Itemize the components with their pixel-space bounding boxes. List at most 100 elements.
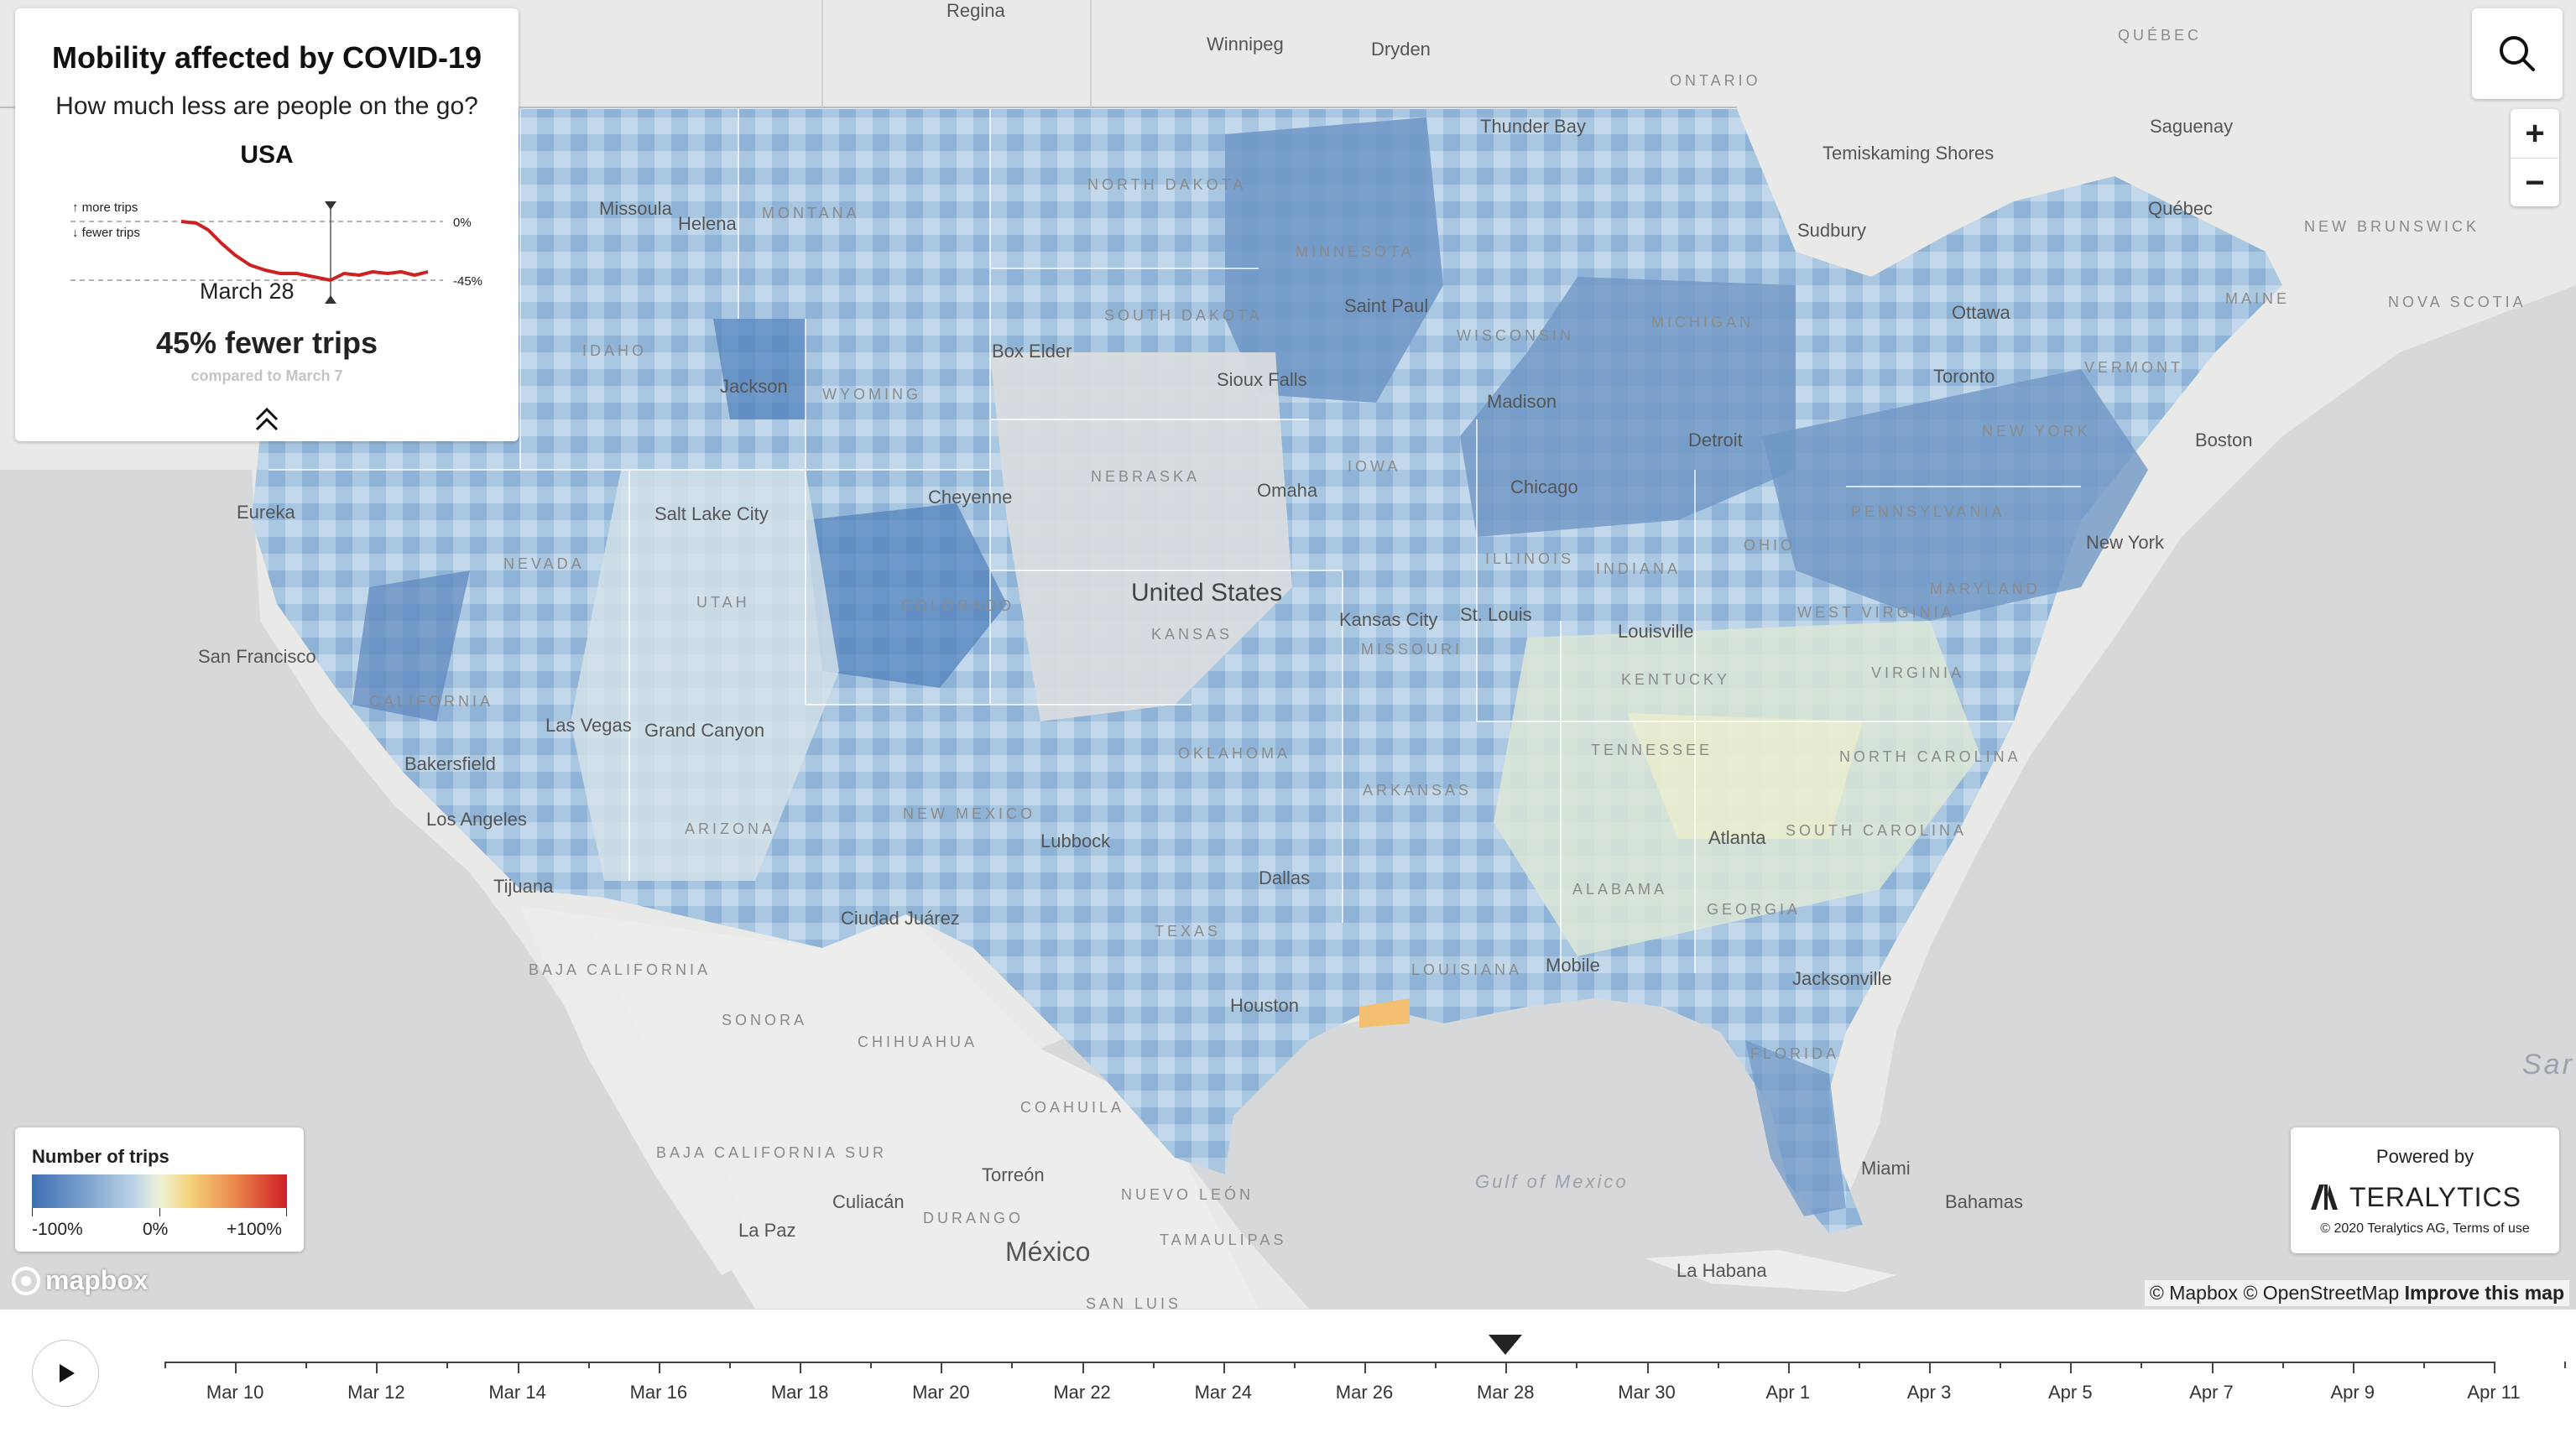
state-label: FLORIDA: [1750, 1045, 1840, 1062]
timeline-tick-label[interactable]: Mar 18: [770, 1382, 829, 1403]
state-label: VERMONT: [2084, 359, 2183, 376]
timeline-major-tick: [2211, 1362, 2214, 1373]
state-label: INDIANA: [1596, 560, 1682, 577]
state-label: ONTARIO: [1670, 72, 1761, 89]
timeline-tick-label[interactable]: Mar 10: [206, 1382, 264, 1403]
pacific-ocean: [0, 470, 755, 1309]
timeline-minor-tick: [2422, 1362, 2425, 1368]
mapbox-logo[interactable]: mapbox: [12, 1265, 149, 1296]
state-label: QUÉBEC: [2118, 27, 2203, 44]
state-label: MISSOURI: [1361, 641, 1463, 658]
search-button[interactable]: [2472, 8, 2563, 99]
timeline-minor-tick: [2141, 1362, 2143, 1368]
timeline-tick-label[interactable]: Mar 16: [629, 1382, 688, 1403]
timeline-tick-label[interactable]: Mar 20: [912, 1382, 970, 1403]
state-label: KENTUCKY: [1621, 671, 1731, 688]
city-label: Mobile: [1546, 955, 1600, 976]
gulf-atlantic-water: [1040, 285, 2576, 1309]
copyright-link[interactable]: © 2020 Teralytics AG, Terms of use: [2320, 1221, 2530, 1236]
city-label: Québec: [2148, 198, 2214, 219]
timeline-axis[interactable]: [164, 1362, 2494, 1363]
city-label: Regina: [946, 0, 1005, 21]
city-label: Temiskaming Shores: [1822, 143, 1995, 164]
brand-name: TERALYTICS: [2349, 1182, 2521, 1212]
play-button[interactable]: [32, 1340, 99, 1407]
timeline-tick-label[interactable]: Apr 11: [2467, 1382, 2521, 1403]
state-label: MINNESOTA: [1296, 243, 1415, 260]
legend-tick-max: [286, 1208, 287, 1216]
city-label: Louisville: [1618, 621, 1694, 642]
state-label: IDAHO: [582, 342, 648, 359]
mapbox-attribution-link[interactable]: © Mapbox: [2149, 1282, 2239, 1304]
timeline-major-tick: [658, 1362, 660, 1373]
legend-panel: Number of trips -100% 0% +100%: [15, 1127, 304, 1252]
timeline-tick-label[interactable]: Apr 5: [2047, 1382, 2093, 1403]
city-label: Jackson: [720, 376, 788, 397]
timeline-tick-label[interactable]: Mar 22: [1053, 1382, 1111, 1403]
state-label: WYOMING: [822, 386, 921, 403]
city-label: Saguenay: [2150, 116, 2234, 137]
panel-title: Mobility affected by COVID-19: [51, 40, 482, 75]
state-label: COLORADO: [901, 597, 1015, 614]
zoom-out-button[interactable]: −: [2525, 164, 2545, 201]
city-label: Missoula: [599, 198, 672, 219]
state-label: TEXAS: [1155, 923, 1222, 940]
map-canvas[interactable]: [0, 0, 2576, 1309]
spark-fewer-label: ↓ fewer trips: [72, 226, 140, 240]
state-label: TENNESSEE: [1591, 742, 1713, 758]
city-label: Omaha: [1257, 480, 1318, 501]
timeline-tick-label[interactable]: Mar 30: [1618, 1382, 1676, 1403]
spark-line: [180, 220, 429, 282]
timeline-minor-tick: [2000, 1362, 2002, 1368]
state-label: NORTH DAKOTA: [1087, 176, 1247, 193]
region-jackson: [713, 319, 806, 419]
state-label: UTAH: [696, 594, 750, 611]
timeline-tick-label[interactable]: Mar 12: [347, 1382, 405, 1403]
collapse-chevron-icon[interactable]: [252, 404, 282, 435]
timeline-tick-label[interactable]: Apr 3: [1906, 1382, 1952, 1403]
play-icon: [60, 1364, 75, 1383]
timeline-major-tick: [1082, 1362, 1084, 1373]
timeline-major-tick: [235, 1362, 237, 1373]
timeline-tick-label[interactable]: Mar 14: [488, 1382, 546, 1403]
timeline-tick-label[interactable]: Apr 9: [2330, 1382, 2375, 1403]
spark-zero-label: 0%: [453, 216, 472, 230]
state-label: SOUTH DAKOTA: [1104, 307, 1263, 324]
timeline-minor-tick: [2281, 1362, 2284, 1368]
comparison-note: compared to March 7: [190, 367, 343, 384]
city-label: San Francisco: [198, 646, 316, 667]
timeline-minor-tick: [1576, 1362, 1578, 1368]
legend-mid-label: 0%: [143, 1220, 169, 1239]
timeline-bar: Mar 10 Mar 12 Mar 14 Mar 16 Mar 18 Mar 20 Mar …: [0, 1309, 2576, 1432]
water-label: Sar: [2522, 1049, 2574, 1081]
map-basemap[interactable]: [0, 0, 2576, 1309]
state-label: MONTANA: [762, 205, 860, 221]
state-label: MAINE: [2225, 290, 2291, 307]
state-label: ILLINOIS: [1485, 550, 1575, 567]
city-label: Houston: [1230, 995, 1299, 1016]
city-label: Winnipeg: [1207, 34, 1284, 55]
state-label: SOUTH CAROLINA: [1786, 822, 1968, 839]
timeline-tick-label[interactable]: Mar 24: [1194, 1382, 1253, 1403]
osm-attribution-link[interactable]: © OpenStreetMap: [2243, 1282, 2400, 1304]
city-label: Cheyenne: [928, 487, 1013, 508]
improve-map-link[interactable]: Improve this map: [2404, 1282, 2564, 1304]
zoom-in-button[interactable]: +: [2511, 109, 2559, 159]
state-label: TAMAULIPAS: [1160, 1232, 1287, 1248]
region-denver: [806, 503, 1007, 688]
powered-by-panel[interactable]: Powered by TERALYTICS © 2020 Teralytics …: [2291, 1127, 2559, 1253]
sparkline-chart[interactable]: ↑ more trips ↓ fewer trips 0% -45%: [49, 185, 502, 310]
timeline-position-marker[interactable]: [1489, 1335, 1523, 1355]
city-label: Detroit: [1688, 430, 1743, 450]
state-label: NEW YORK: [1982, 423, 2091, 440]
state-label: VIRGINIA: [1871, 664, 1965, 681]
timeline-tick-label[interactable]: Mar 28: [1477, 1382, 1535, 1403]
spark-cursor-bottom: [325, 295, 336, 304]
timeline-tick-label[interactable]: Mar 26: [1335, 1382, 1394, 1403]
timeline-major-tick: [1929, 1362, 1932, 1373]
timeline-minor-tick: [1435, 1362, 1437, 1368]
timeline-ticks: Mar 10 Mar 12 Mar 14 Mar 16 Mar 18 Mar 20 Mar …: [0, 1310, 2576, 1432]
timeline-tick-label[interactable]: Apr 1: [1765, 1382, 1811, 1403]
panel-subtitle: How much less are people on the go?: [55, 92, 478, 120]
timeline-tick-label[interactable]: Apr 7: [2189, 1382, 2234, 1403]
